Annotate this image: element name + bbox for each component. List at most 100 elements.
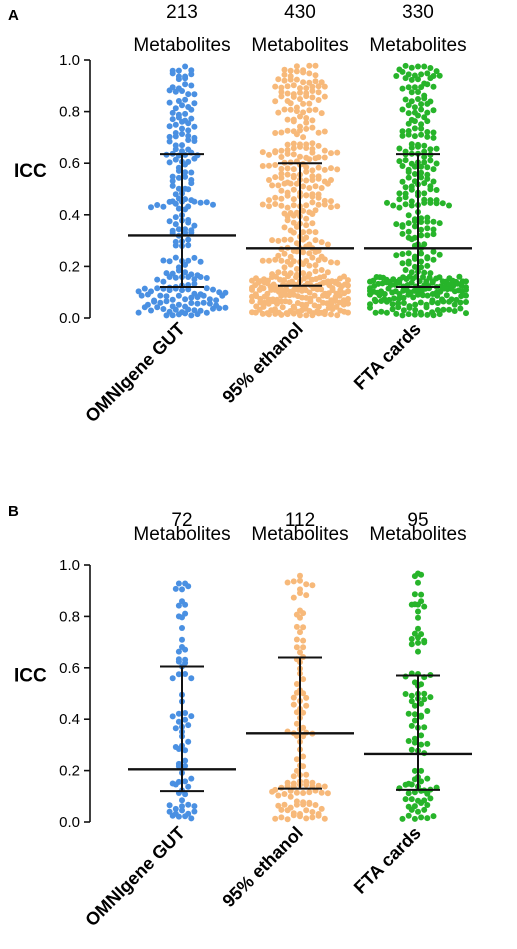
- metabolite-count: 112: [285, 510, 315, 531]
- data-point: [278, 174, 285, 181]
- data-point: [188, 713, 195, 720]
- data-point: [408, 796, 415, 803]
- data-point: [421, 95, 428, 102]
- data-point: [275, 269, 282, 276]
- data-point: [290, 594, 297, 601]
- data-point: [172, 191, 179, 198]
- data-point: [188, 229, 195, 236]
- data-point: [430, 218, 437, 225]
- metabolite-count-unit: Metabolites: [251, 524, 348, 545]
- data-point: [421, 806, 428, 813]
- data-point: [163, 293, 170, 300]
- data-point: [433, 68, 440, 75]
- data-point: [287, 76, 294, 83]
- data-point: [191, 808, 198, 815]
- data-point: [309, 88, 316, 94]
- data-point: [188, 115, 195, 122]
- metabolite-count: 430: [284, 2, 316, 23]
- data-point: [290, 186, 297, 193]
- data-point: [284, 127, 291, 134]
- data-point: [179, 118, 185, 125]
- data-point: [194, 294, 201, 301]
- data-point: [345, 309, 351, 316]
- data-point: [418, 106, 425, 113]
- data-point: [287, 793, 294, 800]
- data-point: [297, 629, 303, 636]
- data-point: [160, 278, 167, 285]
- data-point: [297, 113, 303, 120]
- data-point: [160, 306, 167, 312]
- data-point: [297, 649, 303, 656]
- data-point: [427, 146, 434, 153]
- data-point: [197, 199, 204, 206]
- data-point: [287, 100, 294, 107]
- data-point: [191, 100, 198, 107]
- data-point: [424, 171, 431, 178]
- data-point: [329, 287, 336, 294]
- y-tick-label: 0.6: [59, 660, 80, 677]
- data-point: [427, 75, 434, 82]
- data-point: [293, 689, 300, 696]
- data-point: [418, 264, 425, 271]
- data-point: [385, 285, 392, 292]
- data-point: [345, 277, 351, 284]
- data-point: [135, 288, 142, 295]
- data-point: [406, 304, 413, 311]
- data-point: [135, 309, 142, 316]
- data-point: [439, 200, 446, 207]
- data-point: [300, 801, 307, 808]
- data-point: [278, 165, 285, 172]
- data-point: [191, 123, 198, 130]
- data-point: [424, 232, 431, 239]
- data-point: [297, 143, 303, 150]
- data-point: [266, 177, 272, 183]
- data-point: [399, 223, 406, 230]
- data-point: [272, 201, 279, 207]
- data-point: [200, 292, 207, 299]
- data-point: [300, 676, 307, 683]
- data-point: [303, 771, 310, 778]
- data-point: [269, 182, 276, 189]
- data-point: [169, 109, 176, 116]
- data-point: [284, 217, 291, 224]
- data-point: [306, 185, 313, 191]
- data-point: [417, 299, 424, 306]
- data-point: [169, 116, 176, 123]
- data-point: [179, 586, 185, 593]
- data-point: [293, 636, 300, 643]
- data-point: [278, 311, 285, 318]
- data-point: [328, 165, 334, 172]
- data-point: [424, 740, 431, 747]
- data-point: [191, 276, 198, 283]
- data-point: [418, 700, 425, 707]
- data-point: [300, 709, 307, 716]
- data-point: [399, 178, 406, 185]
- data-point: [318, 267, 325, 273]
- data-point: [285, 273, 291, 280]
- data-point: [266, 257, 272, 264]
- data-point: [424, 175, 431, 182]
- y-tick-label: 0.2: [59, 763, 80, 780]
- data-point: [415, 625, 421, 632]
- data-point: [372, 298, 379, 305]
- data-point: [185, 801, 192, 808]
- data-point: [293, 180, 300, 187]
- data-point: [188, 71, 195, 78]
- data-point: [424, 225, 431, 232]
- metabolite-count: 330: [402, 2, 434, 23]
- data-point: [290, 82, 297, 89]
- data-point: [300, 637, 307, 644]
- data-point: [293, 681, 300, 687]
- data-point: [421, 724, 428, 731]
- data-point: [188, 294, 195, 301]
- data-point: [315, 142, 322, 149]
- data-point: [175, 648, 182, 655]
- data-point: [175, 301, 182, 308]
- data-point: [144, 291, 151, 298]
- data-point: [182, 791, 189, 798]
- data-point: [433, 160, 440, 167]
- data-point: [191, 198, 198, 205]
- data-point: [182, 110, 189, 117]
- data-point: [306, 79, 313, 86]
- data-point: [418, 219, 425, 225]
